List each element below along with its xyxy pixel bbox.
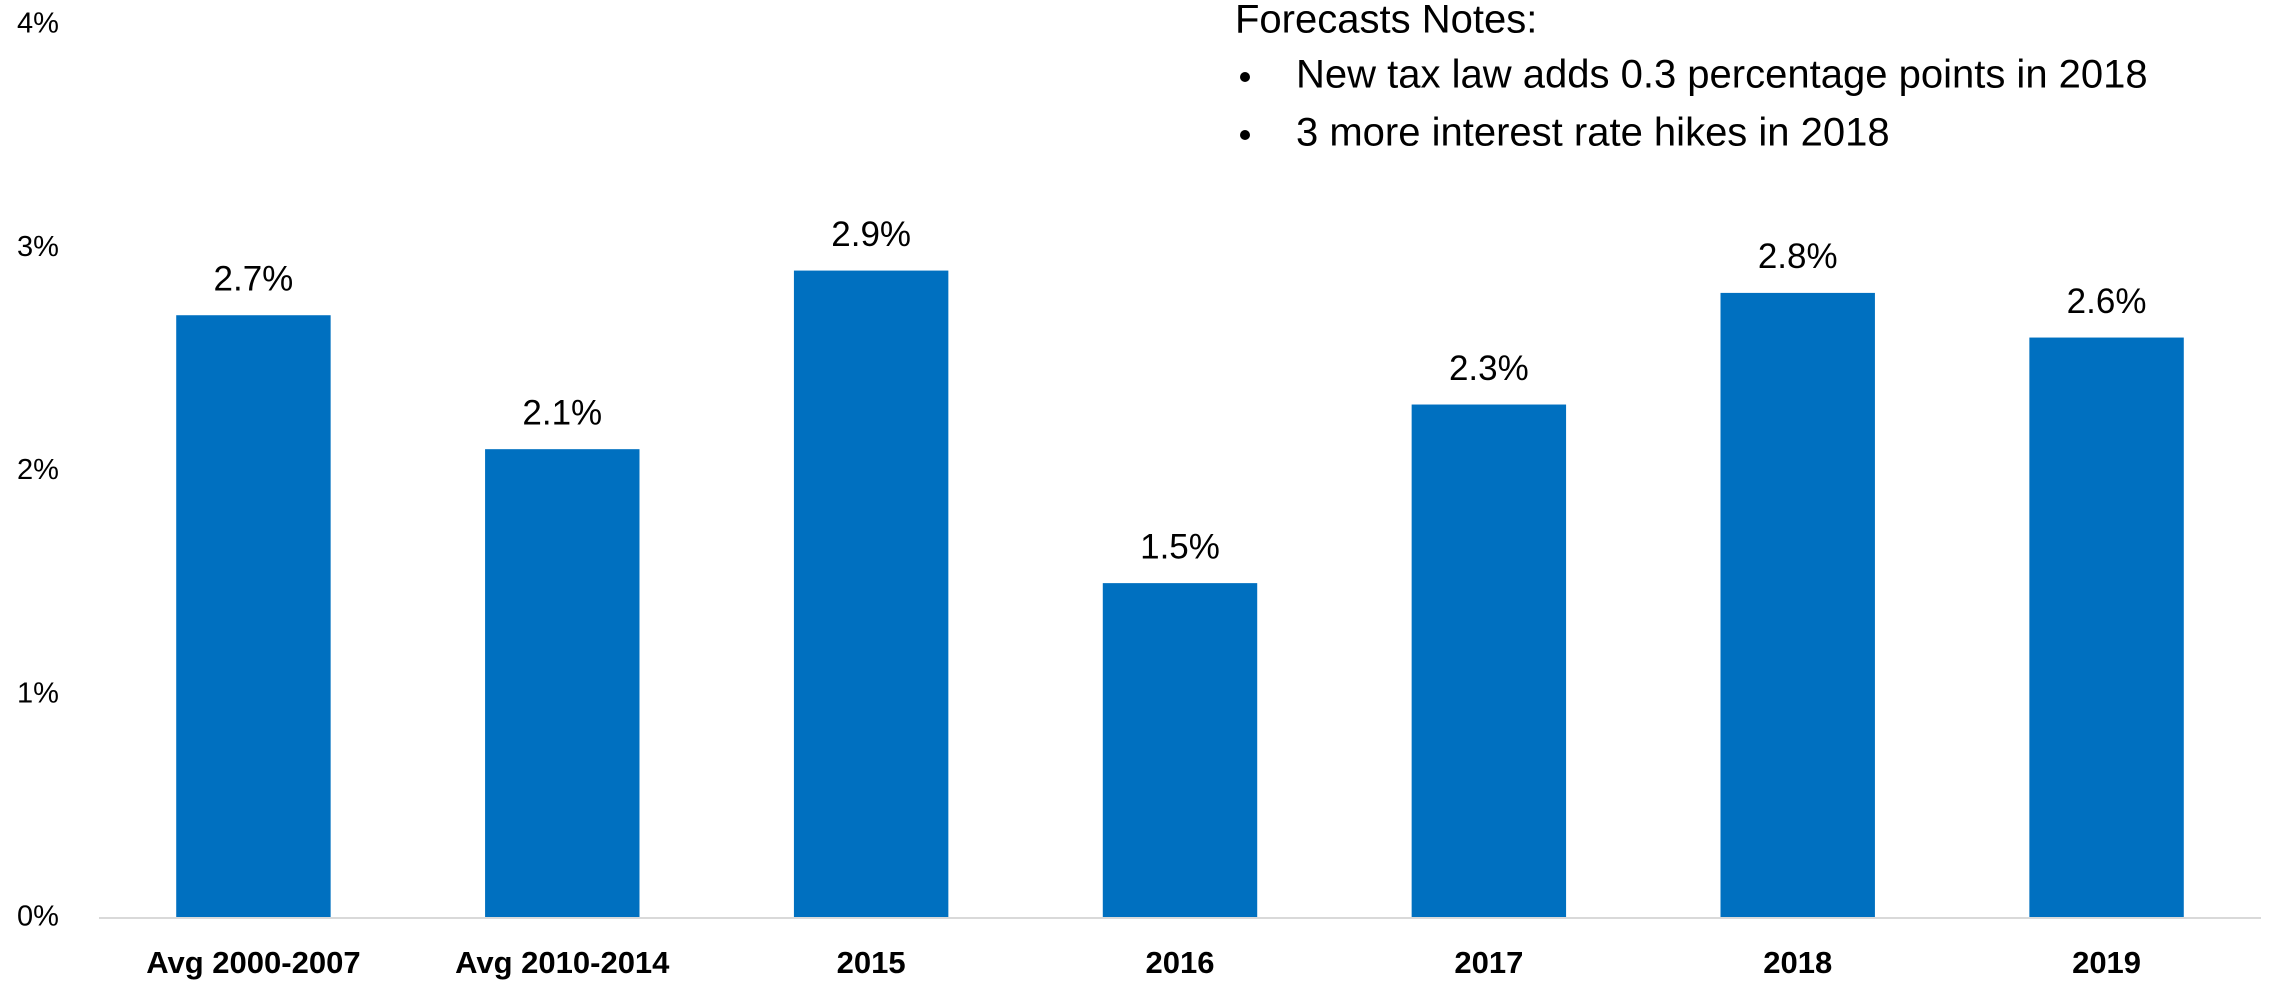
y-tick-label: 1% bbox=[17, 677, 59, 709]
x-tick-label: Avg 2010-2014 bbox=[455, 945, 670, 980]
y-tick-label: 3% bbox=[17, 231, 59, 263]
data-label: 2.7% bbox=[214, 259, 294, 298]
bar bbox=[793, 270, 949, 918]
bullet bbox=[1240, 130, 1250, 140]
annotation-title: Forecasts Notes: bbox=[1235, 0, 1537, 42]
y-tick-label: 2% bbox=[17, 454, 59, 486]
bar bbox=[1720, 292, 1875, 918]
data-label: 2.8% bbox=[1758, 237, 1838, 276]
x-tick-label: Avg 2000-2007 bbox=[146, 945, 360, 980]
y-tick-label: 0% bbox=[17, 901, 59, 933]
x-tick-label: 2019 bbox=[2072, 945, 2141, 980]
annotation-note: 3 more interest rate hikes in 2018 bbox=[1296, 111, 1890, 155]
bar bbox=[176, 315, 331, 919]
data-label: 2.3% bbox=[1449, 349, 1529, 388]
x-tick-label: 2015 bbox=[837, 945, 906, 980]
x-tick-label: 2017 bbox=[1454, 945, 1523, 980]
data-label: 2.6% bbox=[2067, 282, 2147, 321]
bar bbox=[1411, 404, 1567, 918]
x-tick-label: 2016 bbox=[1146, 945, 1215, 980]
bullet bbox=[1240, 72, 1250, 82]
x-tick-label: 2018 bbox=[1763, 945, 1832, 980]
bar bbox=[1102, 583, 1258, 918]
data-label: 2.1% bbox=[522, 393, 602, 432]
y-tick-label: 4% bbox=[17, 8, 59, 40]
data-label: 2.9% bbox=[831, 215, 911, 254]
annotation-note: New tax law adds 0.3 percentage points i… bbox=[1296, 53, 2148, 97]
data-label: 1.5% bbox=[1140, 527, 1220, 566]
bar bbox=[2029, 337, 2184, 918]
bar bbox=[485, 449, 640, 918]
